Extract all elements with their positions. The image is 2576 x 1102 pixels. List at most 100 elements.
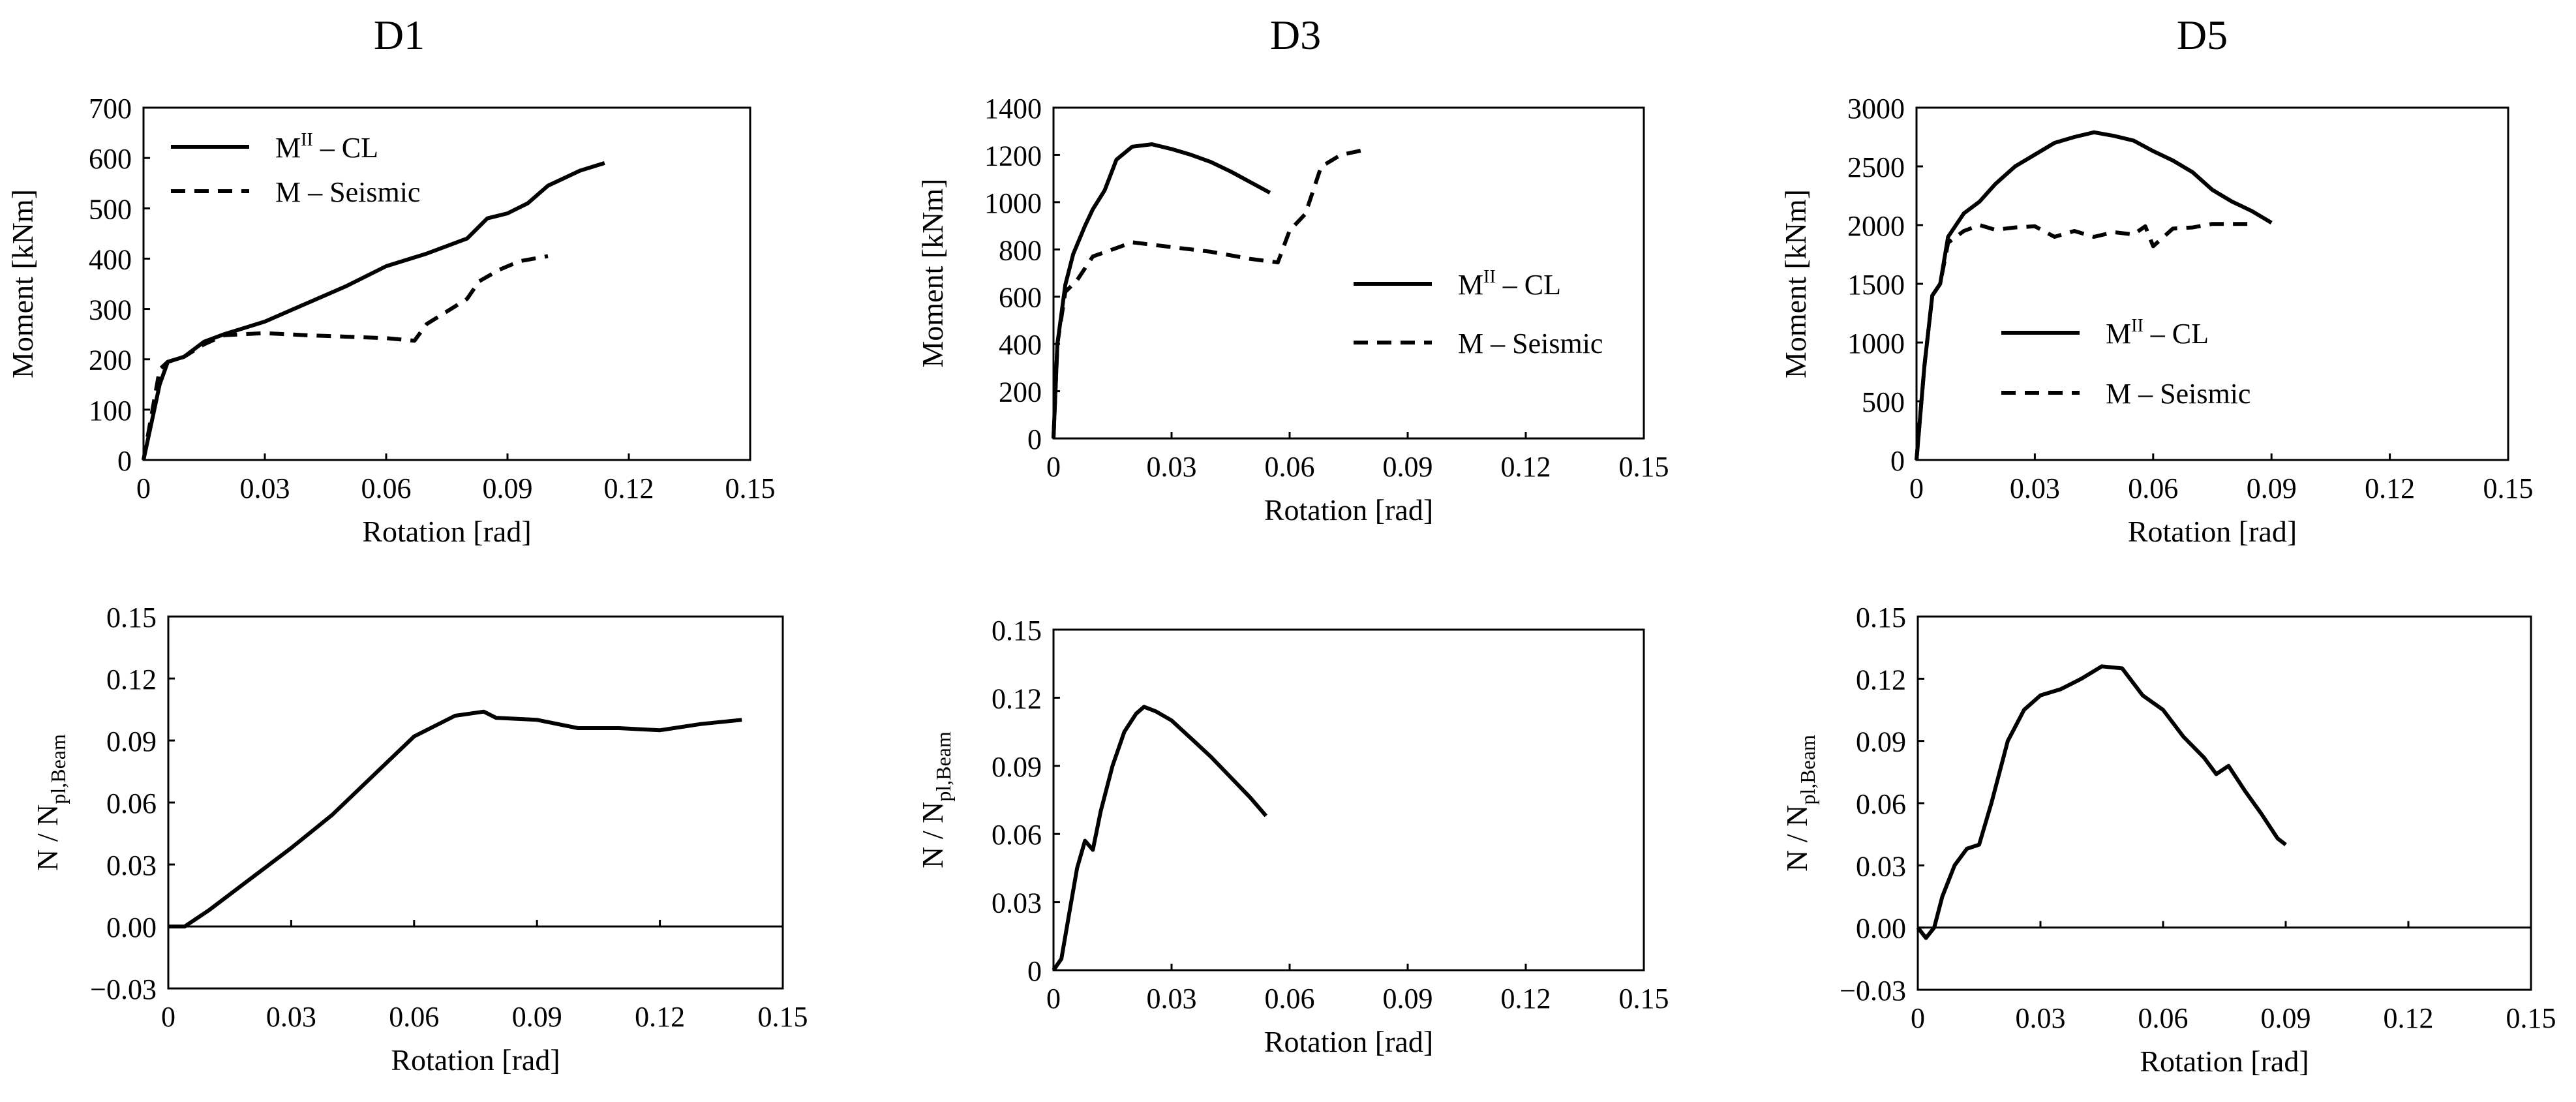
plot-frame [142, 106, 751, 461]
x-tick-label: 0.15 [1619, 451, 1669, 483]
legend-label: MII – CL [1458, 267, 1561, 301]
x-tick-label: 0 [1909, 472, 1924, 504]
x-tick-label: 0.15 [1619, 983, 1669, 1015]
series-line-primary [1052, 142, 1271, 439]
y-tick-label: 0.09 [1856, 726, 1906, 758]
x-tick-label: 0.03 [2010, 472, 2060, 504]
y-axis-label: N / Npl,Beam [1780, 735, 1819, 872]
y-tick-label: 400 [999, 329, 1042, 361]
x-tick-label: 0.15 [725, 472, 776, 504]
x-tick-label: 0.12 [2365, 472, 2415, 504]
x-tick-label: 0.09 [1383, 983, 1433, 1015]
x-tick-label: 0 [161, 1001, 175, 1033]
x-tick-label: 0.09 [1383, 451, 1433, 483]
x-tick-label: 0.06 [2128, 472, 2178, 504]
y-tick-label: 600 [89, 143, 132, 175]
y-tick-label: 0.12 [992, 682, 1042, 714]
y-tick-label: 0.06 [106, 788, 157, 819]
legend-label: MII – CL [275, 130, 378, 164]
x-tick-label: 0.03 [2016, 1002, 2066, 1034]
y-tick-label: 0.15 [106, 602, 157, 634]
y-tick-label: 700 [89, 93, 132, 125]
series-line-secondary [1915, 222, 2252, 461]
y-tick-label: 0 [1027, 423, 1042, 455]
column-title-d3: D3 [1269, 12, 1322, 58]
column-title-d5: D5 [2176, 12, 2228, 58]
x-tick-label: 0.06 [2138, 1002, 2189, 1034]
y-tick-label: 0 [117, 445, 132, 477]
series-line-primary [1916, 664, 2287, 940]
y-tick-label: 500 [1862, 386, 1905, 418]
y-tick-label: 0.00 [106, 911, 157, 943]
series-line-primary [1915, 130, 2273, 461]
y-tick-label: 0.00 [1856, 913, 1906, 945]
chart-D1-moment: 0 100 200 300 400 500 600 700 0 0.03 0.06 0.09 0.12 0… [6, 93, 776, 548]
x-tick-label: 0 [136, 472, 151, 504]
x-tick-label: 0 [1046, 451, 1061, 483]
x-tick-label: 0.03 [240, 472, 290, 504]
y-tick-label: −0.03 [1840, 975, 1906, 1007]
chart-D1-axial: −0.03 0.00 0.03 0.06 0.09 0.12 0.15 0 0.03 0.06 0.… [31, 602, 808, 1077]
x-axis-label: Rotation [rad] [1264, 493, 1433, 527]
y-tick-label: 0.12 [1856, 664, 1906, 696]
y-tick-label: 600 [999, 282, 1042, 314]
y-tick-label: 1500 [1847, 269, 1905, 301]
y-tick-label: 0.15 [992, 615, 1042, 647]
y-tick-label: 1200 [984, 140, 1042, 172]
y-tick-label: 300 [89, 294, 132, 326]
x-tick-label: 0.12 [2384, 1002, 2434, 1034]
y-tick-label: 0.09 [992, 751, 1042, 783]
x-tick-label: 0.09 [483, 472, 533, 504]
x-axis-label: Rotation [rad] [362, 515, 531, 548]
y-tick-label: 2500 [1847, 151, 1905, 183]
x-axis-label: Rotation [rad] [2140, 1045, 2309, 1078]
y-tick-label: 800 [999, 234, 1042, 266]
y-axis-label: N / Npl,Beam [916, 731, 955, 868]
y-tick-label: 0.06 [1856, 788, 1906, 820]
y-axis-label: Moment [kNm] [916, 178, 949, 367]
chart-D5-axial: −0.03 0.00 0.03 0.06 0.09 0.12 0.15 0 0.03 0.06 0.… [1780, 602, 2556, 1078]
y-tick-label: 0.09 [106, 726, 157, 758]
plot-frame [1052, 106, 1645, 440]
y-tick-label: 0.03 [1856, 850, 1906, 882]
x-tick-label: 0.15 [2483, 472, 2534, 504]
x-tick-label: 0.09 [512, 1001, 562, 1033]
y-tick-label: 3000 [1847, 93, 1905, 125]
x-axis-label: Rotation [rad] [1264, 1025, 1433, 1058]
x-tick-label: 0 [1046, 983, 1061, 1015]
x-axis-label: Rotation [rad] [2128, 515, 2297, 548]
plot-frame [1052, 628, 1645, 972]
y-tick-label: −0.03 [90, 973, 157, 1005]
legend-label: MII – CL [2106, 316, 2209, 350]
x-tick-label: 0.06 [1265, 451, 1315, 483]
chart-D5-moment: 0 500 1000 1500 2000 2500 3000 0 0.03 0.06 0.09 0.1… [1779, 93, 2534, 548]
y-tick-label: 1000 [1847, 328, 1905, 360]
y-tick-label: 0 [1027, 955, 1042, 987]
x-tick-label: 0.03 [1147, 983, 1197, 1015]
x-tick-label: 0.03 [266, 1001, 316, 1033]
y-tick-label: 500 [89, 193, 132, 225]
y-tick-label: 100 [89, 395, 132, 427]
y-tick-label: 0.06 [992, 819, 1042, 851]
x-tick-label: 0.06 [1265, 983, 1315, 1015]
series-line-primary [1052, 705, 1268, 972]
y-tick-label: 0 [1890, 445, 1905, 477]
y-axis-label: Moment [kNm] [1779, 189, 1812, 378]
y-tick-label: 2000 [1847, 210, 1905, 242]
series-line-secondary [1052, 147, 1369, 439]
x-tick-label: 0.12 [1501, 451, 1551, 483]
x-tick-label: 0.12 [1501, 983, 1551, 1015]
y-axis-label: Moment [kNm] [6, 189, 39, 378]
x-tick-label: 0.12 [635, 1001, 685, 1033]
x-tick-label: 0.15 [758, 1001, 808, 1033]
x-tick-label: 0.09 [2247, 472, 2297, 504]
plot-frame [167, 615, 784, 990]
x-tick-label: 0.03 [1147, 451, 1197, 483]
y-axis-label: N / Npl,Beam [31, 734, 70, 871]
series-line-secondary [142, 254, 549, 461]
plot-frame [1917, 615, 2532, 991]
x-tick-label: 0 [1911, 1002, 1925, 1034]
y-tick-label: 1400 [984, 93, 1042, 125]
